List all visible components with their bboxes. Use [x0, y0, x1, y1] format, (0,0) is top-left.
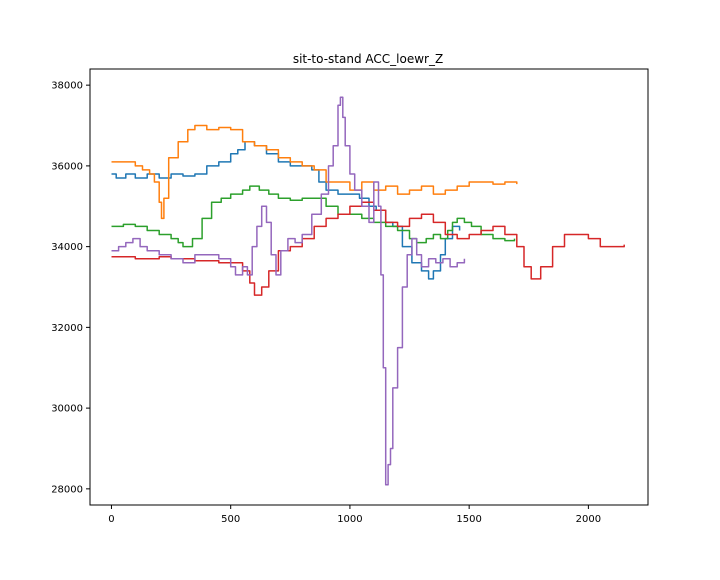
series-line-2 — [111, 124, 518, 220]
y-tick-label: 34000 — [51, 242, 83, 253]
y-tick-label: 28000 — [51, 484, 83, 495]
x-tick-label: 2000 — [576, 514, 601, 525]
series-layer — [111, 96, 625, 486]
x-tick-label: 1500 — [456, 514, 481, 525]
y-tick-label: 36000 — [51, 161, 83, 172]
x-tick-label: 0 — [108, 514, 114, 525]
series-line-4 — [111, 201, 625, 296]
y-tick-label: 30000 — [51, 404, 83, 415]
x-tick-label: 500 — [221, 514, 240, 525]
y-tick-label: 38000 — [51, 81, 83, 92]
ticks-layer: 0 500 1000 1500 2000 28000 30000 32000 34000 3600… — [51, 81, 601, 525]
chart-title: sit-to-stand ACC_loewr_Z — [292, 52, 444, 66]
x-tick-label: 1000 — [337, 514, 362, 525]
axes-frame — [89, 68, 649, 506]
series-line-3 — [111, 185, 516, 248]
series-line-5 — [111, 96, 466, 486]
y-tick-label: 32000 — [51, 323, 83, 334]
